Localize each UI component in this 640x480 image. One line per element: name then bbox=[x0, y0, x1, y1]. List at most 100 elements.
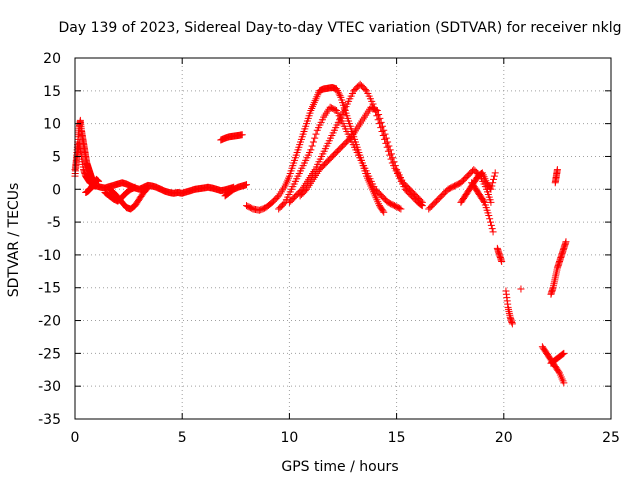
series-final-low-b bbox=[547, 349, 568, 367]
x-tick-label: 5 bbox=[178, 430, 187, 446]
series-morning-track-c bbox=[101, 183, 139, 205]
data-point bbox=[361, 86, 369, 94]
data-point bbox=[387, 150, 395, 158]
data-point bbox=[375, 110, 383, 118]
data-point bbox=[488, 225, 496, 233]
data-point bbox=[490, 175, 498, 183]
y-tick-label: 20 bbox=[43, 51, 61, 67]
data-point bbox=[131, 183, 139, 191]
data-point bbox=[396, 204, 404, 212]
data-point bbox=[376, 114, 384, 122]
y-tick-label: -25 bbox=[38, 346, 61, 362]
y-tick-label: -15 bbox=[38, 281, 61, 297]
y-tick-label: -30 bbox=[38, 379, 61, 395]
series-morning-isolated bbox=[82, 175, 103, 197]
data-point bbox=[312, 130, 320, 138]
series-late-drop bbox=[502, 287, 516, 328]
data-point bbox=[379, 207, 387, 215]
data-point bbox=[385, 142, 393, 150]
data-point bbox=[490, 172, 498, 180]
series-evening-cluster bbox=[425, 166, 495, 213]
series-rise-2 bbox=[275, 103, 405, 213]
series-rise-1 bbox=[243, 84, 388, 216]
data-point bbox=[562, 238, 570, 246]
data-point bbox=[517, 285, 525, 293]
data-point bbox=[378, 122, 386, 130]
grid bbox=[75, 58, 611, 419]
data-point bbox=[335, 90, 343, 98]
data-point bbox=[334, 88, 342, 96]
series-final-rise bbox=[547, 238, 570, 298]
data-point bbox=[485, 212, 493, 220]
data-point bbox=[560, 379, 568, 387]
data-point bbox=[417, 197, 425, 205]
data-point bbox=[488, 182, 496, 190]
x-tick-label: 15 bbox=[388, 430, 406, 446]
x-tick-label: 25 bbox=[602, 430, 620, 446]
series-evening-rise bbox=[457, 169, 499, 206]
data-point bbox=[380, 126, 388, 134]
data-point bbox=[486, 215, 494, 223]
series-final-spike bbox=[551, 166, 561, 187]
series-late-isolated bbox=[517, 285, 525, 293]
data-point bbox=[559, 350, 567, 358]
data-point bbox=[384, 138, 392, 146]
data-point bbox=[487, 198, 495, 206]
data-point bbox=[498, 257, 506, 265]
y-axis-title: SDTVAR / TECUs bbox=[6, 183, 22, 298]
data-point bbox=[144, 184, 152, 192]
data-point bbox=[372, 106, 380, 114]
data-point bbox=[238, 131, 246, 139]
series-morning-track-b bbox=[105, 184, 152, 213]
series-rise-4 bbox=[296, 103, 426, 206]
data-point bbox=[480, 197, 488, 205]
plot-frame bbox=[74, 57, 612, 420]
data-points bbox=[71, 80, 570, 387]
data-point bbox=[95, 177, 103, 185]
data-point bbox=[333, 85, 341, 93]
data-point bbox=[558, 351, 566, 359]
x-tick-label: 0 bbox=[71, 430, 80, 446]
y-tick-label: 0 bbox=[52, 182, 61, 198]
data-point bbox=[143, 185, 151, 193]
x-tick-label: 10 bbox=[280, 430, 298, 446]
data-point bbox=[336, 92, 344, 100]
data-point bbox=[391, 162, 399, 170]
series-late-segment bbox=[493, 244, 506, 265]
data-point bbox=[390, 158, 398, 166]
series-mid-segment bbox=[217, 131, 246, 144]
data-point bbox=[311, 134, 319, 142]
y-tick-label: 5 bbox=[52, 149, 61, 165]
y-tick-label: -20 bbox=[38, 314, 61, 330]
data-point bbox=[491, 169, 499, 177]
data-point bbox=[243, 181, 251, 189]
x-axis-title: GPS time / hours bbox=[281, 459, 398, 475]
data-point bbox=[489, 228, 497, 236]
data-point bbox=[487, 185, 495, 193]
data-point bbox=[487, 221, 495, 229]
data-point bbox=[487, 218, 495, 226]
data-point bbox=[560, 349, 568, 357]
data-point bbox=[508, 320, 516, 328]
x-tick-label: 20 bbox=[495, 430, 513, 446]
y-tick-label: 15 bbox=[43, 84, 61, 100]
data-point bbox=[418, 198, 426, 206]
data-point bbox=[397, 205, 405, 213]
y-tick-label: 10 bbox=[43, 117, 61, 133]
data-point bbox=[380, 208, 388, 216]
data-point bbox=[377, 118, 385, 126]
chart-title: Day 139 of 2023, Sidereal Day-to-day VTE… bbox=[59, 20, 622, 36]
data-point bbox=[386, 146, 394, 154]
data-point bbox=[382, 134, 390, 142]
data-point bbox=[333, 87, 341, 95]
data-point bbox=[381, 130, 389, 138]
data-point bbox=[373, 107, 381, 115]
data-point bbox=[280, 200, 288, 208]
data-point bbox=[308, 142, 316, 150]
y-tick-label: -10 bbox=[38, 248, 61, 264]
data-point bbox=[553, 166, 561, 174]
data-point bbox=[389, 154, 397, 162]
data-point bbox=[555, 368, 563, 376]
y-tick-label: -35 bbox=[38, 412, 61, 428]
